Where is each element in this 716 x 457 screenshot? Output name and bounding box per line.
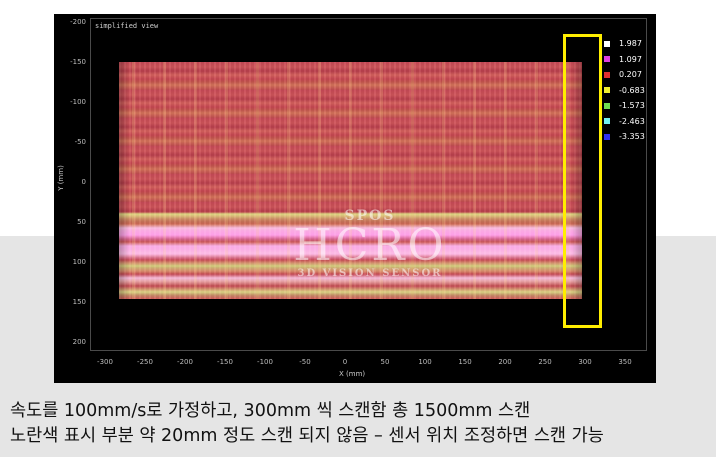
y-tick-label: -100 [70,98,86,106]
scan-heatmap [119,62,582,299]
x-tick-label: 0 [342,358,348,366]
y-tick-label: 200 [72,338,86,346]
plot-title: simplified view [95,22,159,30]
legend-item: -2.463 [604,114,645,130]
x-tick-label: 100 [418,358,432,366]
legend-swatch [604,102,610,109]
x-tick-label: 150 [458,358,472,366]
legend-swatch [604,87,610,94]
x-tick-label: -200 [177,358,193,366]
legend-value: -0.683 [619,85,645,95]
watermark-bottom: 3D VISION SENSOR [297,268,443,279]
legend-item: 1.097 [604,52,645,68]
legend-value: -3.353 [619,132,645,142]
x-axis-label: X (mm) [339,370,366,378]
legend-swatch [604,71,610,78]
x-tick-label: 300 [578,358,592,366]
x-tick-label: -300 [97,358,113,366]
y-axis-label: Y (mm) [56,165,65,191]
legend-item: 0.207 [604,67,645,83]
x-tick-label: -100 [257,358,273,366]
watermark-logo: HCRO [293,220,447,271]
legend-swatch [604,40,610,47]
caption-line-1: 속도를 100mm/s로 가정하고, 300mm 씩 스캔함 총 1500mm … [10,401,531,421]
watermark-top: SPOS [344,208,396,224]
x-tick-label: -50 [299,358,311,366]
x-tick-label: 50 [380,358,390,366]
legend-item: -1.573 [604,98,645,114]
x-tick-label: -250 [137,358,153,366]
scan-plot: simplified view SPOS HCRO 3D VISION SENS… [54,14,656,383]
y-tick-label: 150 [72,298,86,306]
y-tick-label: -150 [70,58,86,66]
watermark: SPOS HCRO 3D VISION SENSOR [250,208,490,279]
x-tick-label: 250 [538,358,552,366]
legend-value: 1.987 [619,39,642,49]
legend-value: 1.097 [619,54,642,64]
legend-value: 0.207 [619,70,642,80]
y-tick-label: 100 [72,258,86,266]
y-tick-label: -200 [70,18,86,26]
x-tick-label: 350 [618,358,632,366]
y-tick-label: 50 [77,218,86,226]
plot-frame [90,18,647,351]
unscanned-region-highlight [563,34,602,328]
y-tick-label: -50 [74,138,86,146]
caption-line-2: 노란색 표시 부분 약 20mm 정도 스캔 되지 않음 – 센서 위치 조정하… [10,426,604,446]
x-tick-label: 200 [498,358,512,366]
legend-item: -0.683 [604,83,645,99]
color-legend: 1.987 1.097 0.207 -0.683 -1.573 -2.463 -3.353 [604,36,645,145]
legend-swatch [604,133,610,140]
legend-swatch [604,118,610,125]
y-tick-label: 0 [81,178,86,186]
x-tick-label: -150 [217,358,233,366]
legend-value: -2.463 [619,116,645,126]
legend-item: 1.987 [604,36,645,52]
legend-swatch [604,56,610,63]
legend-item: -3.353 [604,129,645,145]
legend-value: -1.573 [619,101,645,111]
